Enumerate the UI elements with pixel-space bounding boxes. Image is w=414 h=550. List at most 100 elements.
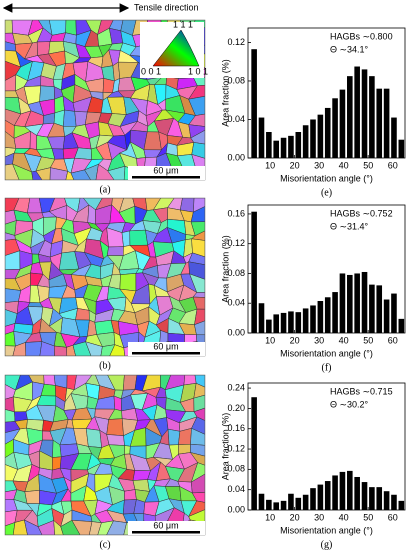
y-tick-label: 0.08: [227, 464, 245, 474]
bar: [332, 292, 338, 333]
grain: [124, 445, 131, 455]
grain: [189, 452, 205, 466]
y-axis-label: Area fraction (%): [220, 235, 230, 303]
plot-frame: [247, 204, 406, 334]
bar: [383, 299, 390, 333]
grain: [190, 129, 205, 145]
grain: [194, 320, 205, 336]
grain: [43, 375, 56, 386]
grain: [84, 163, 99, 180]
grain: [95, 163, 115, 180]
grain: [109, 344, 126, 356]
bar: [332, 475, 338, 510]
grain: [85, 341, 103, 356]
bar: [302, 125, 309, 158]
grain: [167, 428, 181, 446]
bar: [339, 471, 346, 510]
panel-label: (e): [321, 187, 332, 198]
grain: [188, 96, 205, 116]
bar: [383, 491, 390, 510]
plot-frame: [247, 382, 406, 511]
bar: [273, 314, 280, 333]
bar: [324, 481, 331, 510]
bar: [361, 69, 368, 158]
x-tick-label: 20: [290, 335, 300, 345]
grain: [193, 394, 205, 413]
grain: [124, 489, 137, 501]
grain: [107, 165, 126, 180]
grain: [143, 131, 162, 151]
x-tick-label: 60: [388, 512, 398, 522]
x-tick-label: 40: [339, 512, 349, 522]
bar: [383, 88, 390, 158]
bar: [288, 135, 294, 158]
bar: [258, 493, 265, 510]
grain: [97, 520, 114, 535]
grain: [129, 229, 149, 246]
bar: [398, 500, 405, 510]
map-frame: [4, 197, 206, 357]
grain: [106, 418, 124, 436]
grain: [190, 221, 205, 237]
y-tick-label: 0.12: [227, 37, 245, 47]
y-tick-label: 0.04: [227, 484, 245, 494]
bar: [280, 500, 287, 510]
bar: [376, 285, 383, 333]
grain: [37, 520, 55, 535]
grain: [85, 428, 102, 448]
ipf-top: 1 1 1: [173, 19, 193, 29]
grain: [193, 198, 205, 213]
grain: [191, 142, 205, 159]
bar: [302, 308, 309, 333]
bar: [251, 211, 257, 333]
x-tick-label: 50: [363, 512, 373, 522]
annotation: HAGBs ∼0.752: [330, 208, 393, 218]
x-tick-label: 40: [339, 160, 349, 170]
grain: [106, 246, 124, 256]
bar: [295, 312, 302, 333]
grain: [12, 342, 27, 356]
y-tick-label: 0.08: [227, 268, 245, 278]
grain: [190, 206, 205, 223]
x-tick-label: 30: [314, 512, 324, 522]
grain: [39, 341, 55, 356]
y-tick-label: 0.04: [227, 114, 245, 124]
bar: [361, 271, 368, 333]
bar: [295, 132, 302, 158]
x-axis-label: Misorientation angle (°): [280, 348, 373, 358]
bar: [302, 494, 309, 510]
bar: [317, 484, 324, 510]
bar: [266, 319, 272, 333]
y-axis-label: Area fraction (%): [220, 413, 230, 481]
grain: [188, 113, 205, 127]
bar: [324, 297, 331, 333]
x-tick-label: 10: [265, 160, 275, 170]
map-frame: [4, 374, 206, 536]
x-tick-label: 30: [314, 335, 324, 345]
bar: [273, 502, 280, 510]
grain: [119, 273, 137, 292]
grain: [100, 344, 116, 356]
y-tick-label: 0.00: [227, 152, 245, 162]
ipf-triangle: [152, 29, 200, 67]
bar: [280, 137, 287, 158]
y-tick-label: 0.04: [227, 298, 245, 308]
grain: [191, 492, 205, 503]
y-tick-label: 0.20: [227, 403, 245, 413]
x-tick-label: 50: [363, 160, 373, 170]
grain: [5, 522, 16, 535]
plot-frame: [247, 27, 406, 159]
bar: [391, 293, 397, 333]
grain: [36, 41, 51, 56]
grain: [188, 124, 205, 139]
direction-label: Tensile direction: [134, 2, 199, 12]
bar: [310, 119, 316, 158]
map-frame: [4, 19, 206, 181]
bar: [310, 488, 316, 510]
grain: [121, 230, 131, 247]
grain: [106, 434, 125, 446]
map-label: (c): [99, 539, 110, 550]
bar: [339, 273, 346, 333]
grain: [5, 345, 16, 356]
